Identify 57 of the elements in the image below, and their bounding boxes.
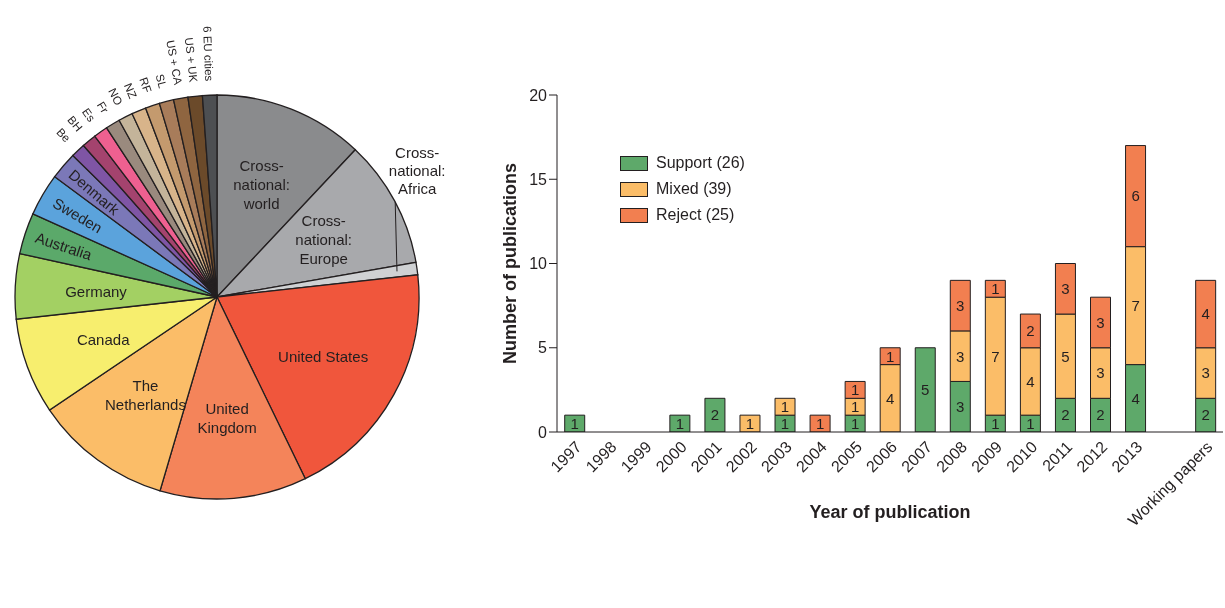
data-label: 2 <box>710 406 720 424</box>
data-label: 5 <box>921 381 930 399</box>
data-label: 2 <box>1201 406 1210 424</box>
data-label: 1 <box>991 280 1000 298</box>
data-label: 4 <box>1131 389 1140 407</box>
slice-label: 6 EU cities <box>201 25 216 82</box>
data-label: 1 <box>815 414 825 432</box>
data-label: 1 <box>886 347 895 365</box>
legend-label: Support (26) <box>655 153 745 173</box>
data-label: 1 <box>1026 414 1035 432</box>
slice-label: Cross-national: world <box>233 157 290 213</box>
y-tick-label: 15 <box>529 170 548 188</box>
data-label: 2 <box>1061 406 1070 424</box>
data-label: 1 <box>780 398 790 416</box>
data-label: 7 <box>1131 296 1140 314</box>
data-label: 1 <box>675 414 685 432</box>
slice-label: The Netherlands <box>105 377 186 414</box>
data-label: 3 <box>1096 364 1105 382</box>
data-label: 1 <box>570 414 579 432</box>
legend-label: Mixed (39) <box>655 179 733 199</box>
data-label: 1 <box>991 414 1000 432</box>
data-label: 1 <box>745 414 755 432</box>
y-tick-label: 20 <box>529 86 548 104</box>
legend-label: Reject (25) <box>655 205 736 225</box>
slice-label: Be <box>54 125 73 145</box>
data-label: 1 <box>850 398 860 416</box>
data-label: 6 <box>1131 187 1140 205</box>
slice-label: Cross-national: Africa <box>388 143 446 197</box>
slice-label: United States <box>278 347 369 365</box>
slice-label: Cross-national: Europe <box>295 212 353 268</box>
y-axis-title: Number of publications <box>500 162 520 365</box>
data-label: 3 <box>956 398 965 416</box>
y-tick-label: 10 <box>529 255 548 273</box>
y-tick-label: 0 <box>538 423 548 441</box>
data-label: 2 <box>1096 406 1105 424</box>
y-tick-label: 5 <box>538 339 548 357</box>
slice-label: Germany <box>65 282 128 300</box>
slice-label: RF <box>137 75 154 95</box>
data-label: 1 <box>850 381 860 399</box>
data-label: 4 <box>1201 305 1210 323</box>
slice-label: SL <box>153 72 169 90</box>
x-axis-title: Year of publication <box>809 502 971 522</box>
data-label: 4 <box>1026 372 1035 390</box>
data-label: 5 <box>1061 347 1070 365</box>
slice-label: United Kingdom <box>197 400 257 437</box>
slice-label: Canada <box>76 330 131 348</box>
data-label: 3 <box>956 296 965 314</box>
data-label: 3 <box>956 347 965 365</box>
data-label: 2 <box>1026 322 1035 340</box>
slice-label: US + UK <box>182 36 200 84</box>
data-label: 1 <box>780 414 790 432</box>
data-label: 3 <box>1096 313 1105 331</box>
data-label: 7 <box>991 347 1000 365</box>
data-label: 1 <box>850 414 860 432</box>
data-label: 4 <box>886 389 895 407</box>
data-label: 3 <box>1061 280 1070 298</box>
data-label: 3 <box>1201 364 1210 382</box>
